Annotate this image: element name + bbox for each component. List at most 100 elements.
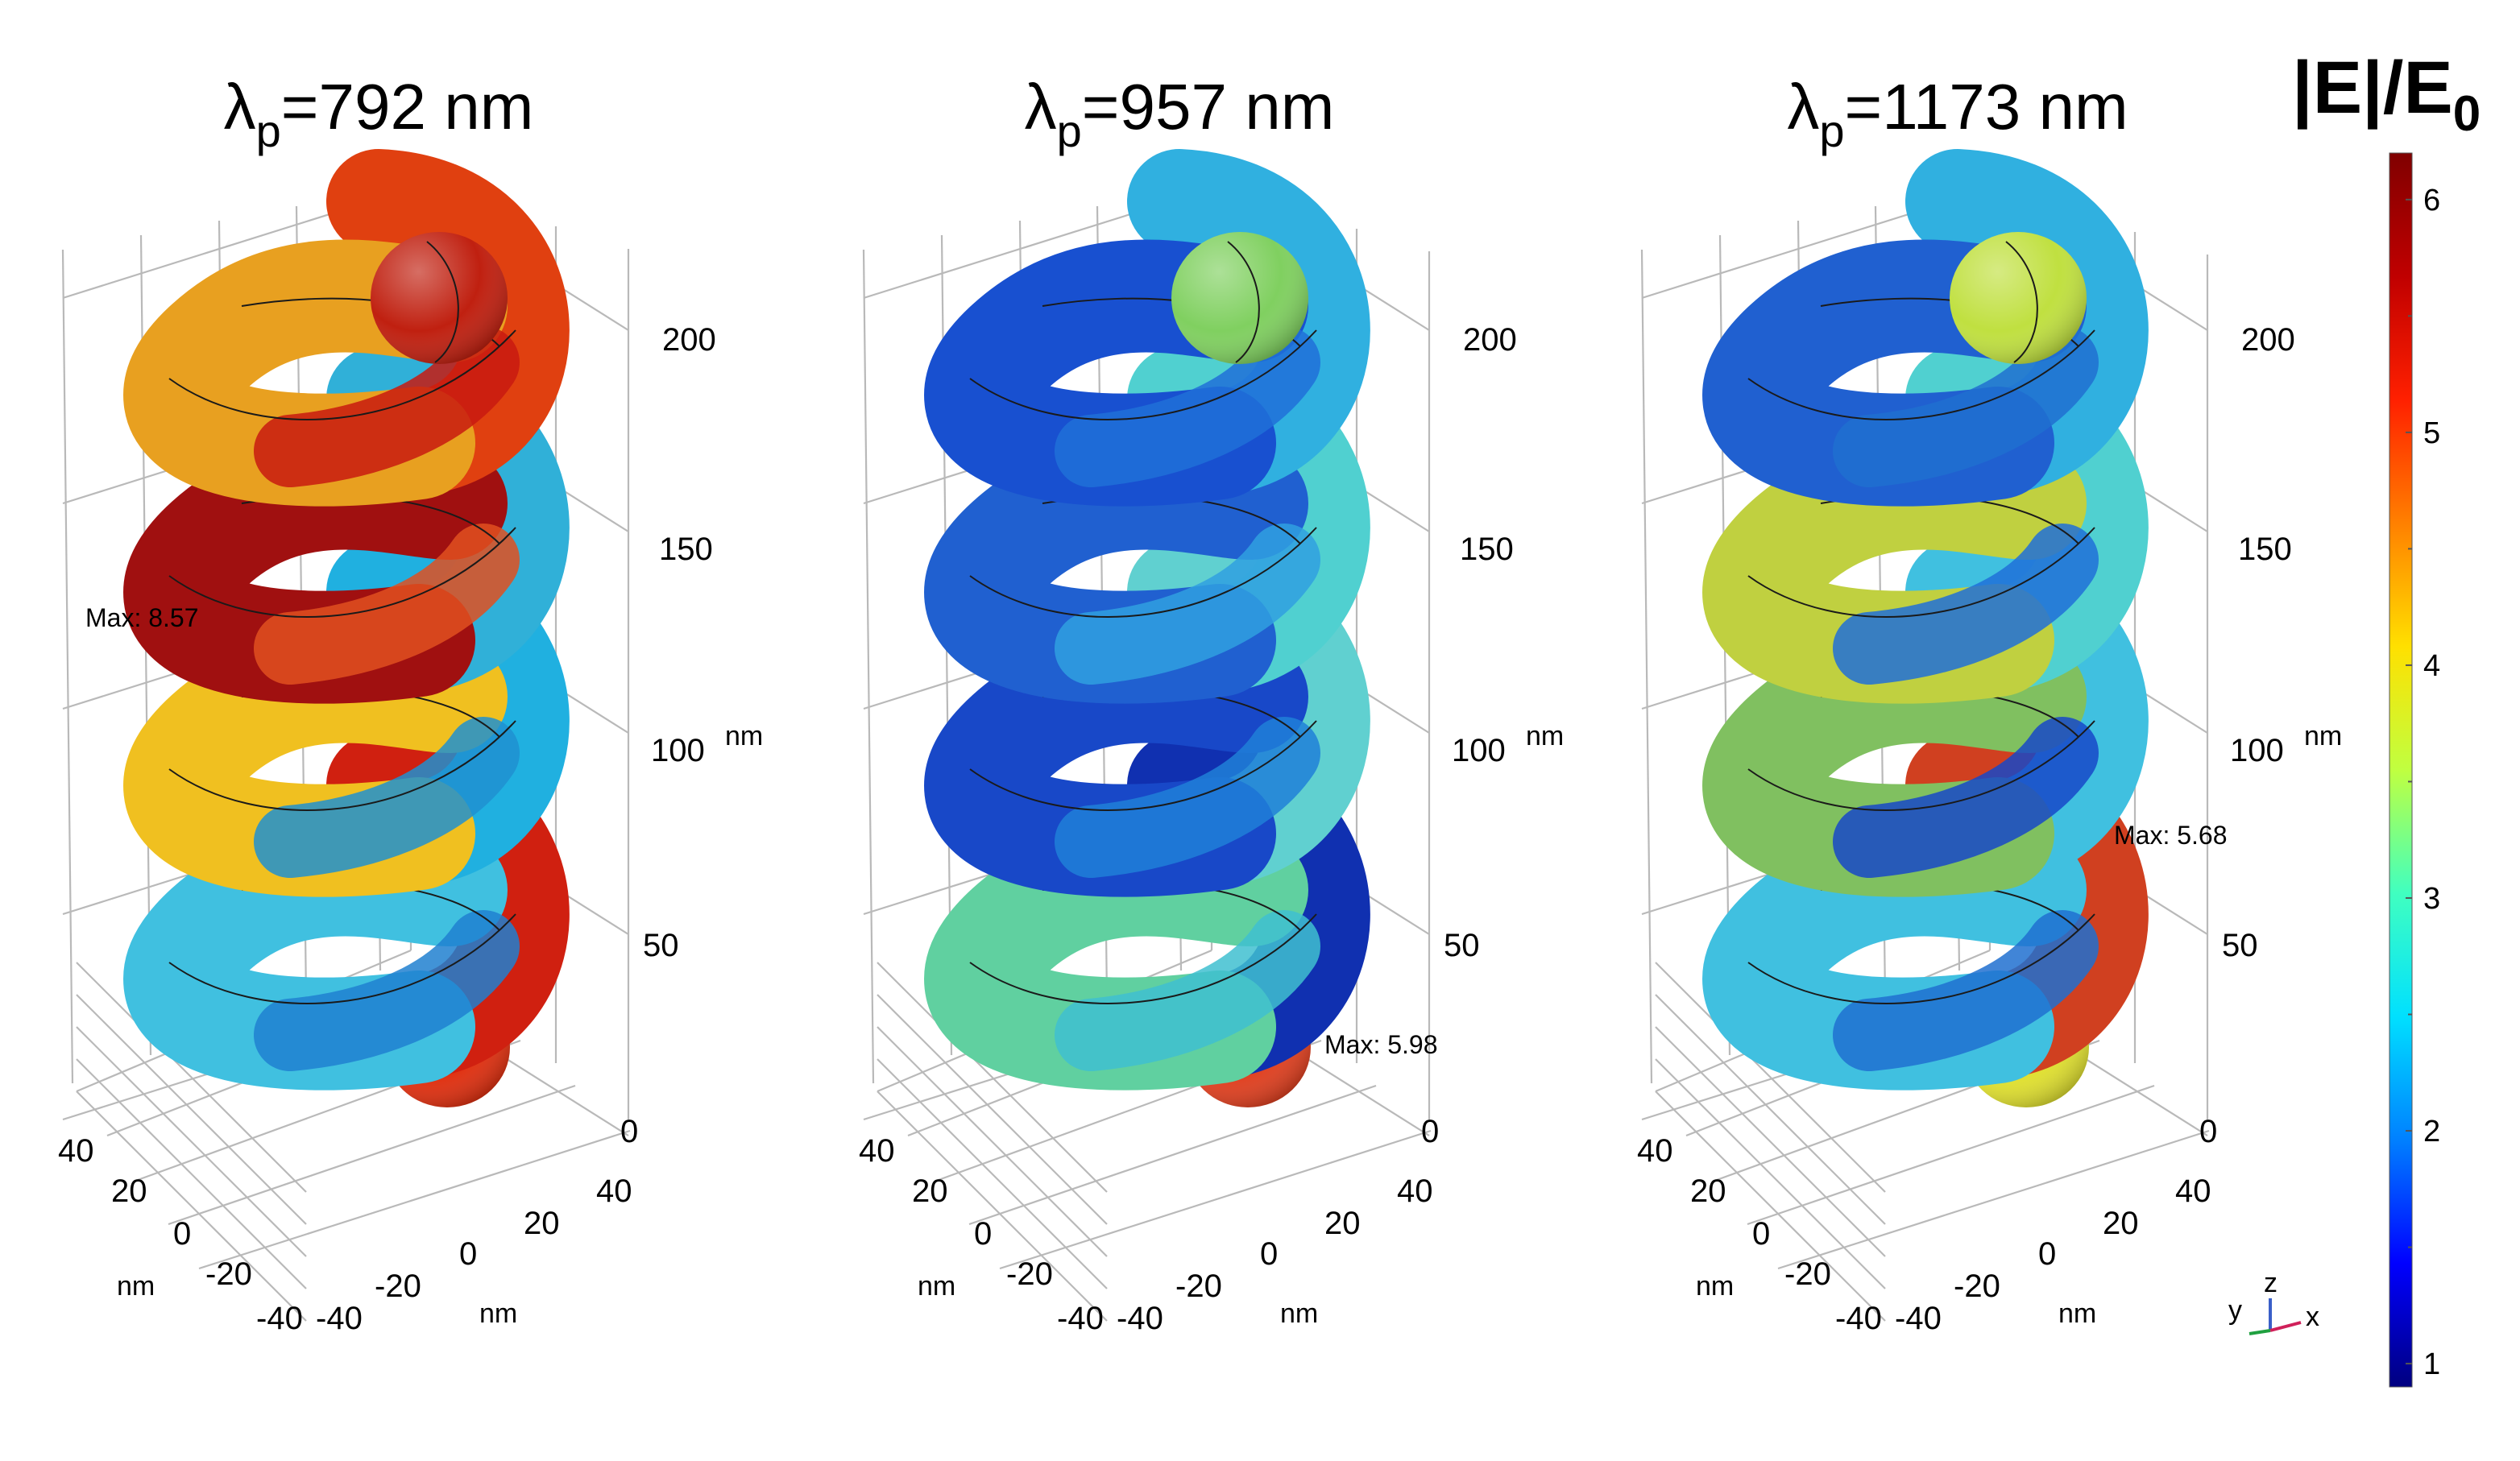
- y-tick-label: 0: [2038, 1236, 2056, 1272]
- helix-color-patch: [1055, 910, 1320, 1071]
- x-tick-label: -20: [1784, 1256, 1831, 1292]
- y-tick-label: -40: [316, 1301, 363, 1336]
- title-subscript: p: [1057, 106, 1082, 156]
- z-tick-label: 100: [2230, 733, 2284, 768]
- x-tick-label: -20: [1006, 1256, 1053, 1292]
- y-axis: -40 -20 0 20 40 nm: [316, 1173, 632, 1336]
- x-tick-label: 0: [173, 1216, 191, 1252]
- grid-line: [1655, 962, 1886, 1193]
- colorbar-tick-label: 6: [2423, 184, 2440, 217]
- y-axis: -40 -20 0 20 40 nm: [1895, 1173, 2211, 1336]
- z-axis-unit: nm: [725, 721, 763, 751]
- axis-triad: zx y: [2228, 1268, 2319, 1335]
- triad-z-label: z: [2264, 1268, 2278, 1298]
- z-tick-label: 50: [643, 928, 679, 963]
- end-sphere-shade: [1950, 232, 2087, 364]
- z-tick-label: 150: [1460, 532, 1514, 567]
- grid-line: [1777, 1129, 2210, 1270]
- mesh-line: [1227, 241, 1260, 363]
- z-axis-unit: nm: [2304, 721, 2342, 751]
- grid-line: [76, 994, 307, 1225]
- colorbar-tick-label: 2: [2423, 1115, 2440, 1149]
- grid-line: [1641, 200, 1950, 300]
- title-value: =957 nm: [1082, 71, 1335, 143]
- z-tick-label: 50: [2222, 928, 2258, 963]
- grid-line: [62, 200, 371, 300]
- z-tick-label: 100: [651, 733, 705, 768]
- colorbar-tick-label: 5: [2423, 416, 2440, 450]
- x-tick-label: 20: [912, 1173, 948, 1209]
- x-tick-label: -40: [1835, 1301, 1882, 1336]
- x-tick-label: 20: [1690, 1173, 1726, 1209]
- x-tick-label: 20: [111, 1173, 147, 1209]
- grid-line: [76, 1026, 307, 1257]
- z-axis: 0 50 100 150 200 nm: [2199, 322, 2342, 1149]
- x-axis: 40 20 0 -20-40 nm: [1637, 1133, 1882, 1336]
- title-subscript: p: [1819, 106, 1844, 156]
- grid-line: [877, 1058, 1108, 1289]
- y-tick-label: 20: [2103, 1206, 2139, 1241]
- grid-line: [61, 249, 74, 1084]
- z-tick-label: 50: [1444, 928, 1480, 963]
- triad-y-arrow: [2249, 1329, 2271, 1335]
- mesh-line: [168, 527, 516, 618]
- helix-color-patch: [1055, 717, 1320, 878]
- x-axis-unit: nm: [117, 1271, 155, 1302]
- colorbar-title-sub: 0: [2453, 86, 2481, 142]
- title-symbol: λ: [224, 71, 256, 143]
- helix-color-patch: [1833, 524, 2099, 685]
- grid-line: [76, 1058, 307, 1289]
- y-tick-label: 40: [1397, 1173, 1433, 1209]
- grid-line: [76, 1091, 307, 1322]
- x-axis: 40 20 0 -20-40 nm: [58, 1133, 303, 1336]
- helix: [123, 149, 570, 1107]
- z-tick-label: 0: [2199, 1114, 2217, 1149]
- title-symbol: λ: [1787, 71, 1819, 143]
- helix-color-patch: [254, 717, 520, 878]
- mesh-line: [969, 329, 1317, 420]
- grid-line: [1655, 1026, 1886, 1257]
- title-subscript: p: [256, 106, 281, 156]
- x-tick-label: 40: [58, 1133, 94, 1169]
- colorbar-scale: [2389, 152, 2413, 1388]
- x-tick-label: -20: [205, 1256, 252, 1292]
- helix-color-patch: [1055, 326, 1320, 487]
- x-tick-label: 0: [1752, 1216, 1770, 1252]
- title-symbol: λ: [1025, 71, 1057, 143]
- z-axis-unit: nm: [1526, 721, 1564, 751]
- x-axis-unit: nm: [918, 1271, 955, 1302]
- mesh-line: [168, 329, 516, 420]
- helix-color-patch: [1833, 910, 2099, 1071]
- helix-color-patch: [254, 326, 520, 487]
- x-axis: 40 20 0 -20-40 nm: [859, 1133, 1104, 1336]
- mesh-line: [426, 241, 459, 363]
- grid-line: [1640, 249, 1653, 1084]
- helix: [924, 149, 1370, 1107]
- y-tick-label: -40: [1117, 1301, 1163, 1336]
- x-tick-label: 40: [859, 1133, 895, 1169]
- z-tick-label: 150: [659, 532, 713, 567]
- grid-line: [1747, 1084, 2155, 1226]
- max-label: Max: 5.98: [1324, 1030, 1438, 1059]
- mesh-line: [969, 913, 1317, 1004]
- mesh-line: [1747, 720, 2095, 811]
- x-tick-label: -40: [256, 1301, 303, 1336]
- x-axis-unit: nm: [1696, 1271, 1734, 1302]
- end-sphere-shade: [371, 232, 508, 364]
- colorbar-title: |E|/E0: [2292, 47, 2481, 142]
- z-tick-label: 0: [1421, 1114, 1439, 1149]
- y-tick-label: -20: [1175, 1269, 1222, 1304]
- helix-color-patch: [1055, 524, 1320, 685]
- y-axis-unit: nm: [479, 1298, 517, 1329]
- title-value: =1173 nm: [1845, 71, 2128, 143]
- grid-line: [862, 249, 875, 1084]
- z-tick-label: 200: [2241, 322, 2295, 358]
- y-tick-label: 20: [524, 1206, 560, 1241]
- grid-line: [76, 962, 307, 1193]
- y-tick-label: -20: [375, 1269, 421, 1304]
- y-tick-label: 20: [1324, 1206, 1361, 1241]
